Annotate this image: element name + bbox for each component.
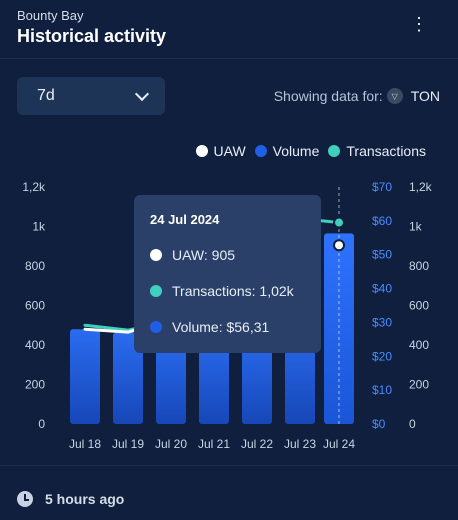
chart-tooltip: 24 Jul 2024 UAW: 905 Transactions: 1,02k…: [134, 195, 321, 353]
x-tick-0: Jul 18: [69, 437, 101, 451]
legend-dot-uaw: [195, 145, 208, 157]
bar-volume-4: [242, 332, 272, 424]
tick-transactions-0: 0: [409, 417, 416, 431]
period-select[interactable]: 7d: [17, 77, 165, 115]
x-tick-3: Jul 21: [198, 437, 230, 451]
chevron-down-icon: [134, 86, 150, 101]
tick-volume-6: $60: [372, 214, 392, 228]
tick-uaw-2: 400: [25, 338, 45, 352]
tick-volume-1: $10: [372, 383, 392, 397]
point-uaw-highlight: [333, 239, 345, 252]
tooltip-dot-volume: [150, 321, 162, 333]
legend-item-uaw[interactable]: UAW: [195, 143, 246, 159]
bar-volume-1: [113, 332, 143, 424]
tooltip-row-uaw: UAW: 905: [150, 247, 305, 263]
tick-volume-5: $50: [372, 248, 392, 262]
app-subtitle: Bounty Bay: [17, 8, 84, 23]
tooltip-date: 24 Jul 2024: [150, 212, 220, 227]
tick-volume-3: $30: [372, 315, 392, 329]
legend-label-volume: Volume: [272, 143, 320, 159]
tick-volume-4: $40: [372, 282, 392, 296]
tooltip-row-volume: Volume: $56,31: [150, 319, 305, 335]
legend-item-volume[interactable]: Volume: [254, 143, 320, 159]
network-label: TON: [410, 88, 440, 104]
legend-label-transactions: Transactions: [346, 143, 426, 159]
tick-transactions-1: 200: [409, 378, 429, 392]
tooltip-dot-uaw: [150, 249, 162, 261]
tick-volume-7: $70: [372, 180, 392, 194]
tick-uaw-1: 200: [25, 378, 45, 392]
tick-uaw-5: 1k: [32, 220, 46, 234]
tooltip-uaw: UAW: 905: [172, 247, 236, 263]
network-indicator: Showing data for: ▽ TON: [274, 88, 440, 104]
page-title: Historical activity: [17, 26, 167, 46]
bar-volume-2: [156, 335, 186, 424]
last-updated: 5 hours ago: [17, 491, 124, 507]
point-transactions-highlight: [333, 216, 345, 229]
header: Bounty Bay Historical activity: [17, 8, 166, 47]
tick-transactions-2: 400: [409, 338, 429, 352]
tick-transactions-3: 600: [409, 299, 429, 313]
x-tick-2: Jul 20: [155, 437, 187, 451]
divider: [0, 58, 458, 59]
tick-uaw-4: 800: [25, 259, 45, 273]
tooltip-row-transactions: Transactions: 1,02k: [150, 283, 305, 299]
bar-volume-0: [70, 329, 100, 424]
ton-icon: ▽: [386, 88, 403, 104]
tooltip-dot-transactions: [150, 285, 162, 297]
legend-dot-volume: [254, 145, 267, 157]
x-tick-4: Jul 22: [241, 437, 273, 451]
legend-label-uaw: UAW: [213, 143, 246, 159]
tick-transactions-6: 1,2k: [409, 180, 433, 194]
legend-dot-transactions: [328, 145, 341, 157]
tick-uaw-3: 600: [25, 299, 45, 313]
clock-icon: [17, 491, 33, 507]
bar-volume-3: [199, 332, 229, 424]
activity-chart: 0 200 400 600 800 1k 1,2k $0 $10 $20 $30 $40 $50 $60 $…: [22, 180, 433, 451]
period-value: 7d: [37, 87, 55, 104]
tick-transactions-5: 1k: [409, 220, 423, 234]
tick-transactions-4: 800: [409, 259, 429, 273]
x-tick-5: Jul 23: [284, 437, 316, 451]
tooltip-transactions: Transactions: 1,02k: [172, 283, 294, 299]
legend-item-transactions[interactable]: Transactions: [328, 143, 426, 159]
bar-volume-6: [324, 233, 354, 424]
updated-text: 5 hours ago: [45, 491, 125, 507]
tooltip-volume: Volume: $56,31: [172, 319, 270, 335]
footer-divider: [0, 465, 458, 466]
tick-volume-0: $0: [372, 417, 386, 431]
tick-uaw-0: 0: [38, 417, 45, 431]
kebab-icon[interactable]: ⋮: [410, 14, 430, 34]
tick-uaw-6: 1,2k: [22, 180, 46, 194]
x-tick-6: Jul 24: [323, 437, 355, 451]
showing-label: Showing data for:: [273, 88, 383, 104]
tick-volume-2: $20: [372, 349, 392, 363]
chart-legend: UAW Volume Transactions: [187, 143, 426, 159]
x-tick-1: Jul 19: [112, 437, 144, 451]
